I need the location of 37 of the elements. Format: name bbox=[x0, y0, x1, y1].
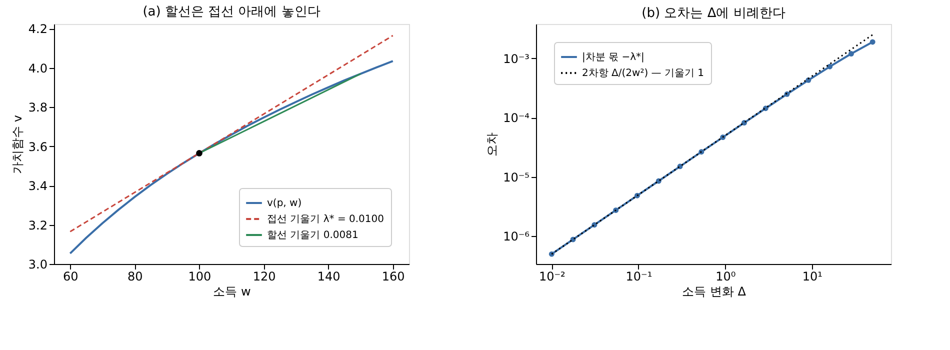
y-tick-label: 3.4 bbox=[28, 179, 48, 194]
y-tick-label: 4.0 bbox=[28, 61, 48, 76]
legend-label: 2차항 Δ/(2w²) — 기울기 1 bbox=[582, 68, 704, 79]
x-tick-label: 140 bbox=[317, 270, 340, 284]
x-tick-label: 10⁰ bbox=[716, 270, 736, 284]
line-series bbox=[69, 60, 394, 254]
legend-label: v(p, w) bbox=[267, 198, 302, 209]
x-tick-label: 100 bbox=[188, 270, 212, 284]
y-tick-label: 4.2 bbox=[28, 22, 48, 36]
legend-label: 할선 기울기 0.0081 bbox=[267, 230, 358, 241]
x-axis-title: 소득 변화 Δ bbox=[682, 284, 747, 298]
chart-title: (b) 오차는 Δ에 비례한다 bbox=[642, 6, 786, 21]
x-tick-label: 60 bbox=[62, 270, 78, 284]
point bbox=[870, 39, 876, 45]
x-tick-label: 80 bbox=[128, 270, 143, 284]
y-tick-label: 3.2 bbox=[28, 218, 48, 232]
y-tick-label: 10⁻⁵ bbox=[503, 170, 530, 184]
chart-title: (a) 할선은 접선 아래에 놓인다 bbox=[142, 4, 320, 20]
x-tick-label: 10⁻¹ bbox=[626, 270, 652, 284]
point bbox=[827, 64, 833, 70]
x-tick-label: 120 bbox=[252, 270, 276, 284]
legend-label: |차분 몫 −λ*| bbox=[582, 52, 644, 63]
legend-label: 접선 기울기 λ* = 0.0100 bbox=[267, 214, 384, 225]
x-tick-label: 10⁻² bbox=[538, 270, 566, 284]
x-tick-label: 10¹ bbox=[802, 270, 823, 284]
x-axis-title: 소득 w bbox=[213, 284, 251, 298]
y-tick-label: 3.8 bbox=[28, 100, 48, 115]
x-tick-label: 160 bbox=[382, 270, 405, 284]
y-axis-title: 오차 bbox=[485, 132, 500, 156]
y-tick-label: 10⁻³ bbox=[503, 52, 530, 66]
y-axis-title: 가치함수 v bbox=[10, 115, 24, 174]
y-tick-label: 10⁻⁶ bbox=[503, 230, 530, 244]
point bbox=[720, 134, 726, 140]
y-tick-label: 3.0 bbox=[28, 258, 48, 272]
y-tick-label: 3.6 bbox=[28, 140, 48, 154]
point bbox=[848, 51, 854, 57]
y-tick-label: 10⁻⁴ bbox=[503, 111, 530, 126]
